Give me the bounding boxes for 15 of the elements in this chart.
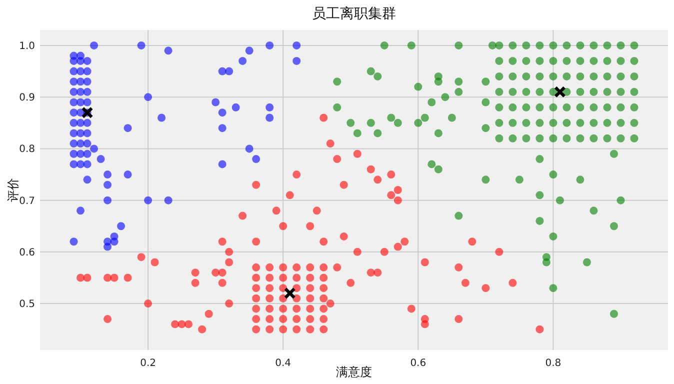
x-tick-label: 0.6 <box>410 358 426 369</box>
x-tick-label: 0.8 <box>545 358 562 369</box>
chart-title: 员工离职集群 <box>312 6 396 22</box>
y-tick-label: 0.8 <box>19 144 35 156</box>
y-tick-label: 1.0 <box>19 40 35 52</box>
y-tick-label: 0.9 <box>19 92 35 104</box>
x-tick-label: 0.4 <box>275 358 292 369</box>
point <box>554 86 566 98</box>
y-tick-label: 0.7 <box>19 196 35 207</box>
x-axis-title: 满意度 <box>336 365 372 379</box>
y-tick-label: 0.5 <box>19 299 35 310</box>
x-tick-label: 0.2 <box>140 358 156 369</box>
y-axis-title: 评价 <box>6 178 20 202</box>
point <box>284 288 296 299</box>
y-tick-label: 0.6 <box>19 247 35 258</box>
